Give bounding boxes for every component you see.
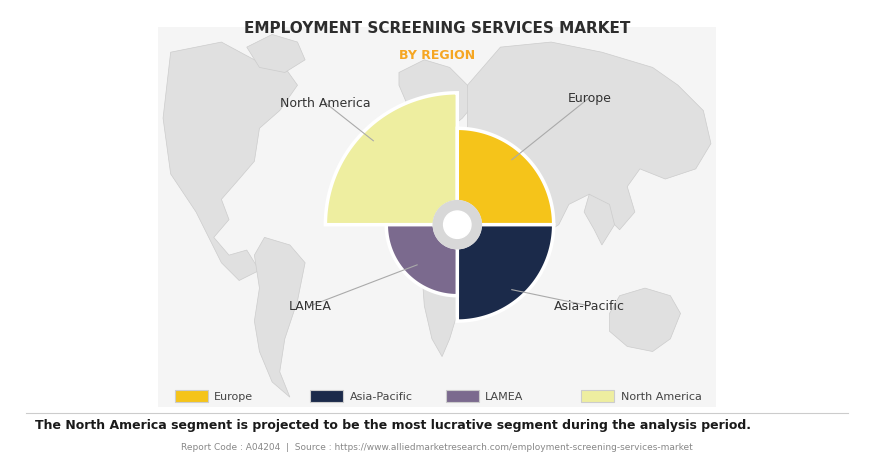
Text: Europe: Europe xyxy=(214,391,253,401)
Text: Report Code : A04204  |  Source : https://www.alliedmarketresearch.com/employmen: Report Code : A04204 | Source : https://… xyxy=(181,443,693,451)
Polygon shape xyxy=(518,220,551,281)
Text: EMPLOYMENT SCREENING SERVICES MARKET: EMPLOYMENT SCREENING SERVICES MARKET xyxy=(244,21,630,36)
Polygon shape xyxy=(399,61,475,137)
Text: North America: North America xyxy=(621,391,702,401)
Polygon shape xyxy=(457,129,554,225)
Polygon shape xyxy=(609,288,681,352)
Polygon shape xyxy=(386,225,457,296)
Text: Europe: Europe xyxy=(567,92,611,105)
Polygon shape xyxy=(468,43,711,238)
Polygon shape xyxy=(412,129,475,357)
Polygon shape xyxy=(163,43,297,281)
Polygon shape xyxy=(246,35,305,73)
Polygon shape xyxy=(254,238,305,397)
Text: Asia-Pacific: Asia-Pacific xyxy=(350,391,413,401)
Circle shape xyxy=(444,212,471,239)
Text: LAMEA: LAMEA xyxy=(288,300,331,313)
Text: LAMEA: LAMEA xyxy=(485,391,524,401)
Text: Asia-Pacific: Asia-Pacific xyxy=(554,300,625,313)
Text: The North America segment is projected to be the most lucrative segment during t: The North America segment is projected t… xyxy=(35,418,751,431)
Text: North America: North America xyxy=(280,97,371,110)
Polygon shape xyxy=(457,225,554,321)
Circle shape xyxy=(434,201,482,249)
Polygon shape xyxy=(325,94,457,225)
Text: BY REGION: BY REGION xyxy=(399,49,475,62)
Polygon shape xyxy=(584,195,614,245)
